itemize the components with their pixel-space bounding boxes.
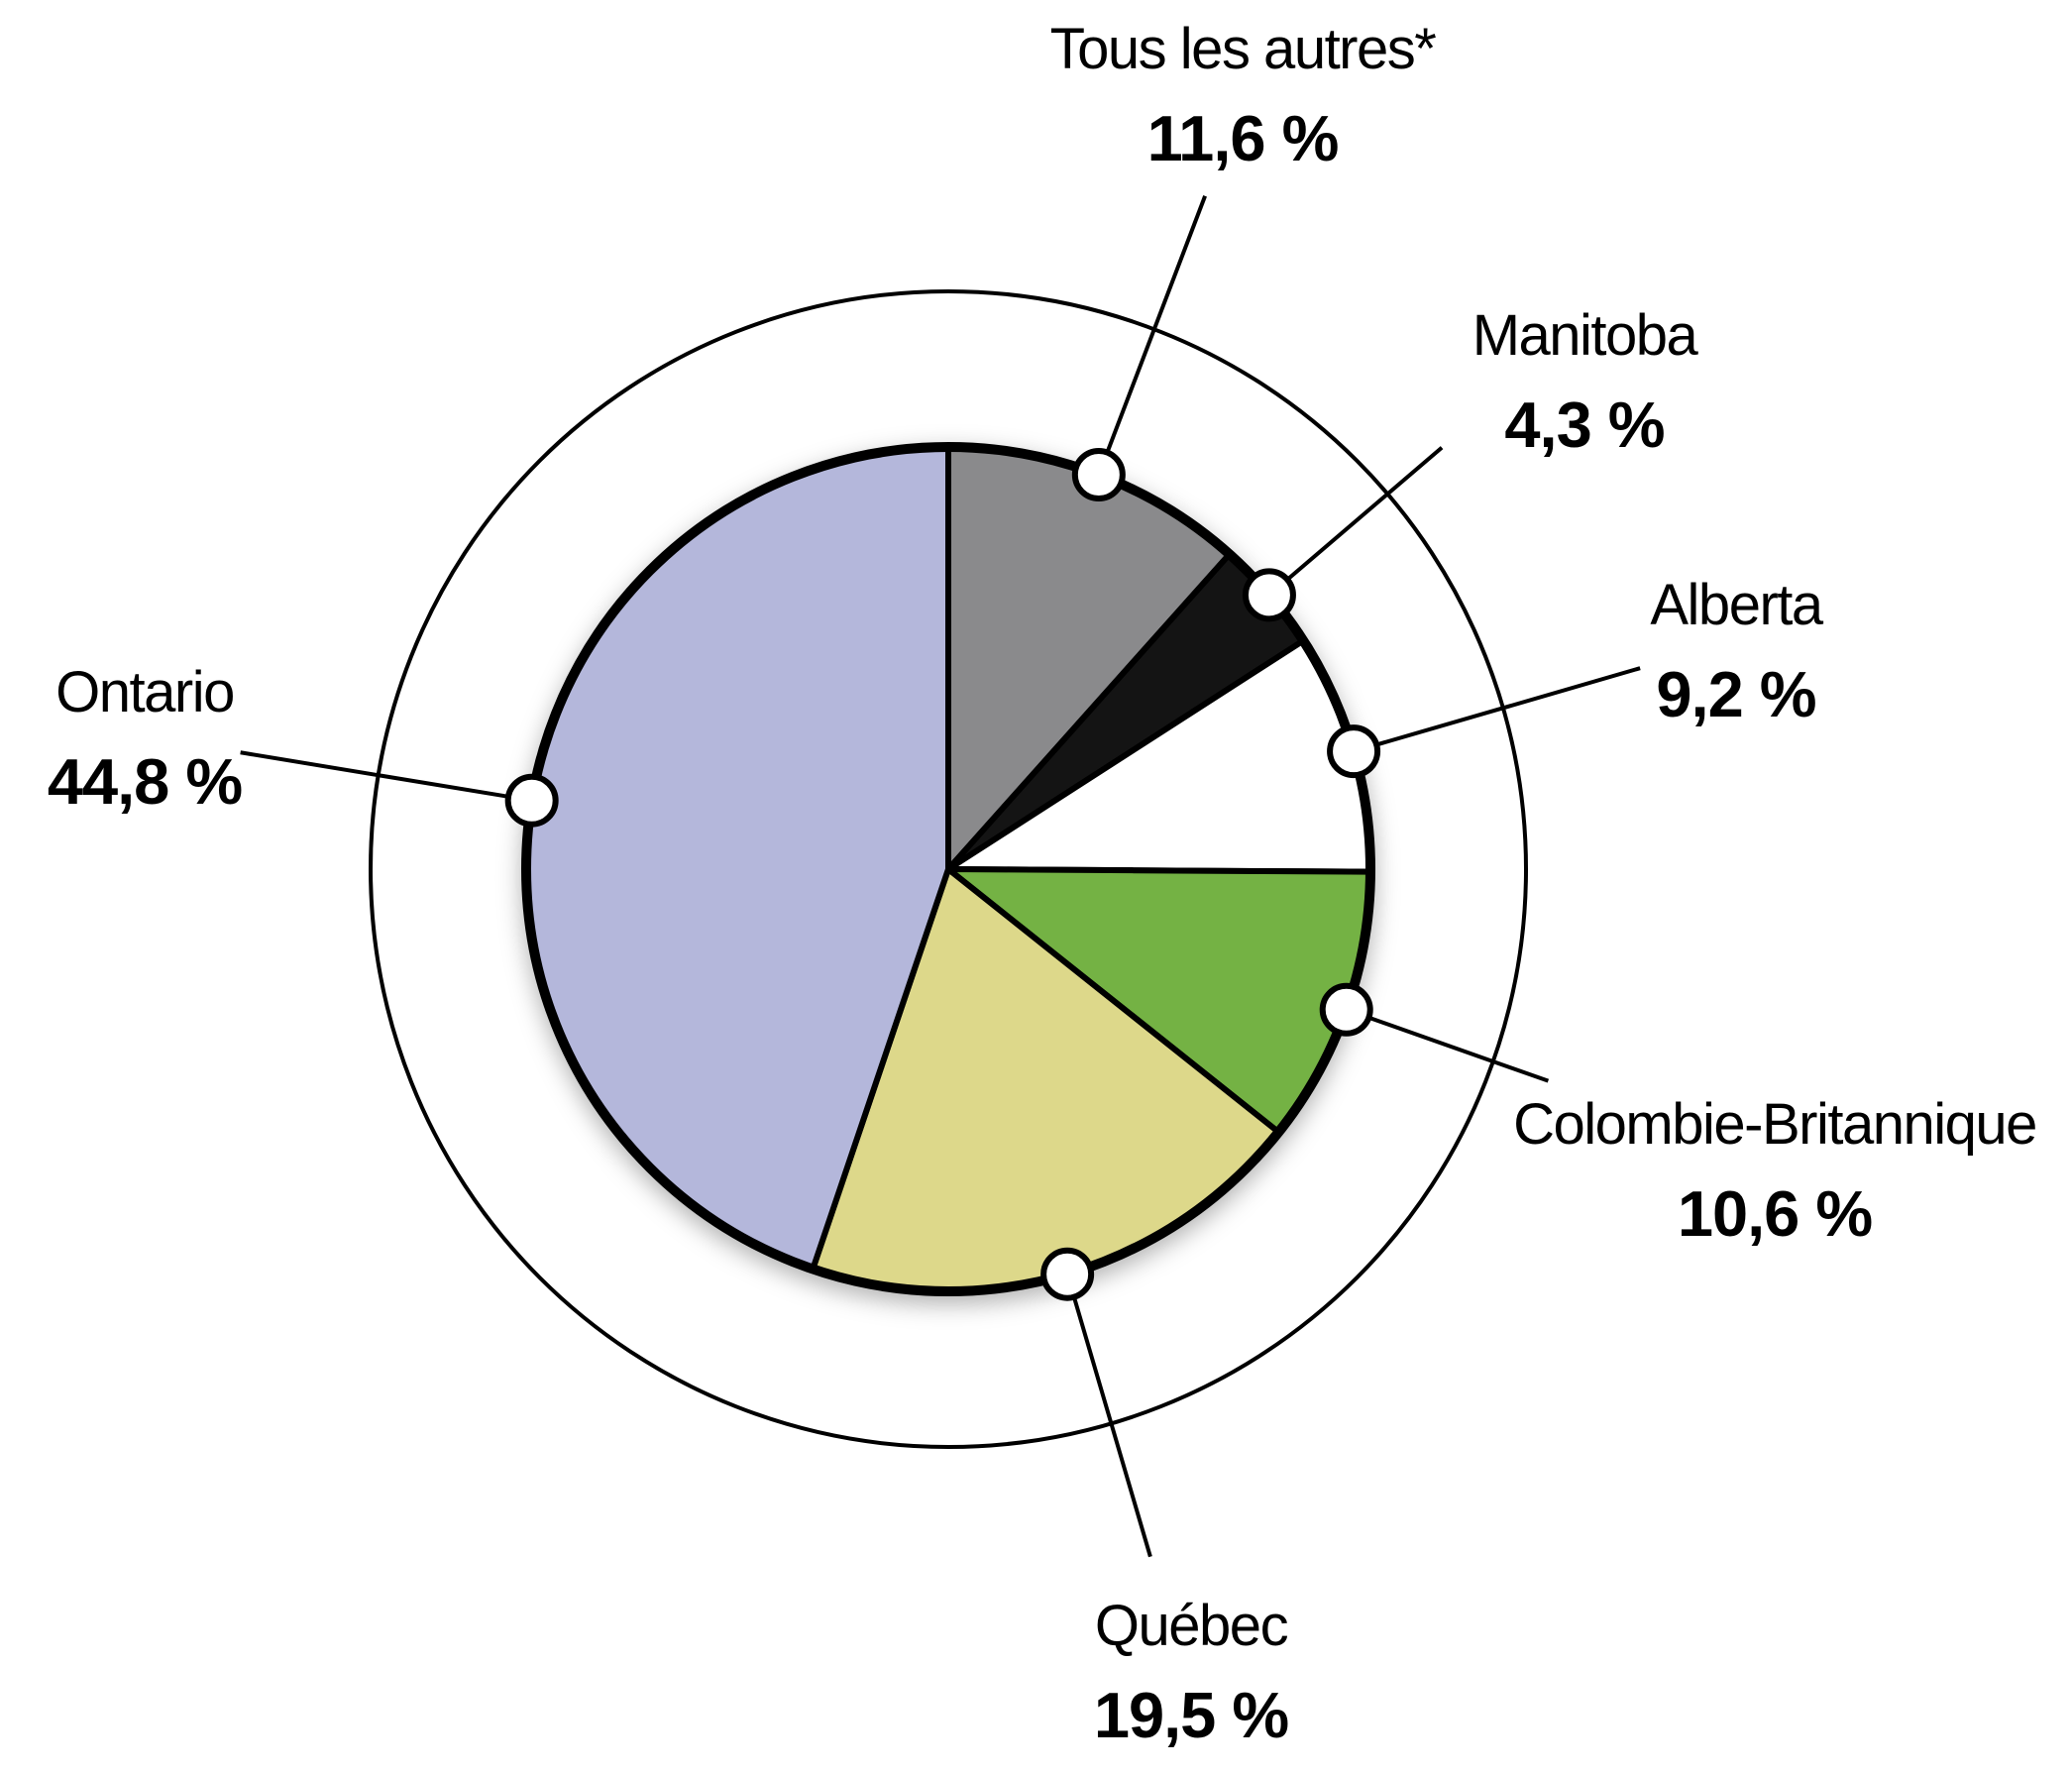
slice-value-alberta: 9,2 % — [1656, 657, 1816, 730]
leader-dot-tous-les-autres — [1071, 447, 1126, 501]
callout-quebec: Québec 19,5 % — [1093, 1594, 1289, 1751]
leader-line-ontario — [240, 750, 532, 803]
slice-value-tous-les-autres: 11,6 % — [1146, 101, 1340, 174]
leader-line-alberta — [1353, 666, 1641, 754]
callout-ontario: Ontario 44,8 % — [47, 660, 243, 818]
leader-dot-ontario — [504, 773, 559, 828]
leader-line-quebec — [1065, 1274, 1152, 1558]
leader-line-tous-les-autres — [1096, 195, 1207, 476]
slice-label-ontario: Ontario — [55, 660, 235, 724]
slice-label-quebec: Québec — [1094, 1594, 1289, 1658]
leader-line-colombie-britannique — [1346, 1007, 1550, 1083]
slice-value-manitoba: 4,3 % — [1504, 388, 1665, 461]
pie-group — [521, 442, 1375, 1296]
slice-label-tous-les-autres: Tous les autres* — [1049, 17, 1437, 81]
leader-dot-manitoba — [1242, 568, 1296, 622]
leader-dot-alberta — [1327, 724, 1381, 779]
callout-colombie-britannique: Colombie-Britannique 10,6 % — [1513, 1092, 2037, 1250]
leader-line-manitoba — [1267, 446, 1444, 597]
callout-manitoba: Manitoba 4,3 % — [1472, 303, 1698, 461]
leader-dot-quebec — [1040, 1247, 1095, 1301]
slice-label-manitoba: Manitoba — [1472, 303, 1698, 368]
callout-alberta: Alberta 9,2 % — [1650, 573, 1823, 730]
slice-label-colombie-britannique: Colombie-Britannique — [1513, 1092, 2037, 1157]
leader-dot-colombie-britannique — [1319, 982, 1373, 1037]
outer-ring-circle — [369, 289, 1528, 1449]
callout-tous-les-autres: Tous les autres* 11,6 % — [1049, 17, 1437, 174]
slice-value-ontario: 44,8 % — [47, 744, 243, 818]
slice-value-colombie-britannique: 10,6 % — [1677, 1176, 1873, 1250]
slice-value-quebec: 19,5 % — [1093, 1678, 1289, 1751]
pie-rim — [521, 442, 1375, 1296]
slice-label-alberta: Alberta — [1650, 573, 1823, 637]
